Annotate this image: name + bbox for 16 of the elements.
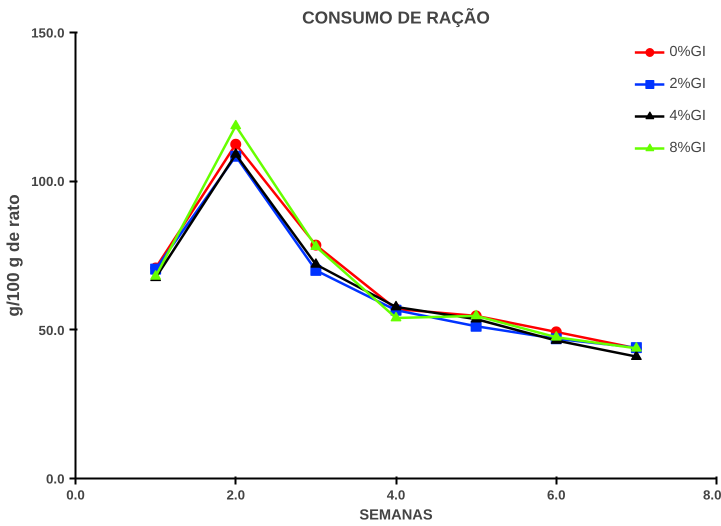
y-tick-label: 150.0: [31, 26, 65, 40]
legend-label: 8%GI: [669, 140, 706, 156]
chart-title: CONSUMO DE RAÇÃO: [302, 8, 490, 28]
legend-label: 2%GI: [669, 76, 706, 92]
x-tick-label: 6.0: [546, 488, 566, 502]
y-tick-label: 50.0: [38, 322, 65, 338]
legend-label: 0%GI: [669, 44, 706, 60]
x-tick-label: 0.0: [66, 488, 85, 502]
y-axis-title: g/100 g de rato: [3, 194, 24, 317]
legend-label: 4%GI: [669, 108, 706, 124]
y-tick-label: 0.0: [46, 472, 65, 486]
x-tick-label: 4.0: [386, 488, 406, 502]
y-tick-label: 100.0: [31, 174, 65, 190]
x-axis-title: SEMANAS: [359, 508, 433, 524]
x-tick-label: 2.0: [226, 488, 246, 502]
x-tick-label: 8.0: [702, 488, 721, 502]
